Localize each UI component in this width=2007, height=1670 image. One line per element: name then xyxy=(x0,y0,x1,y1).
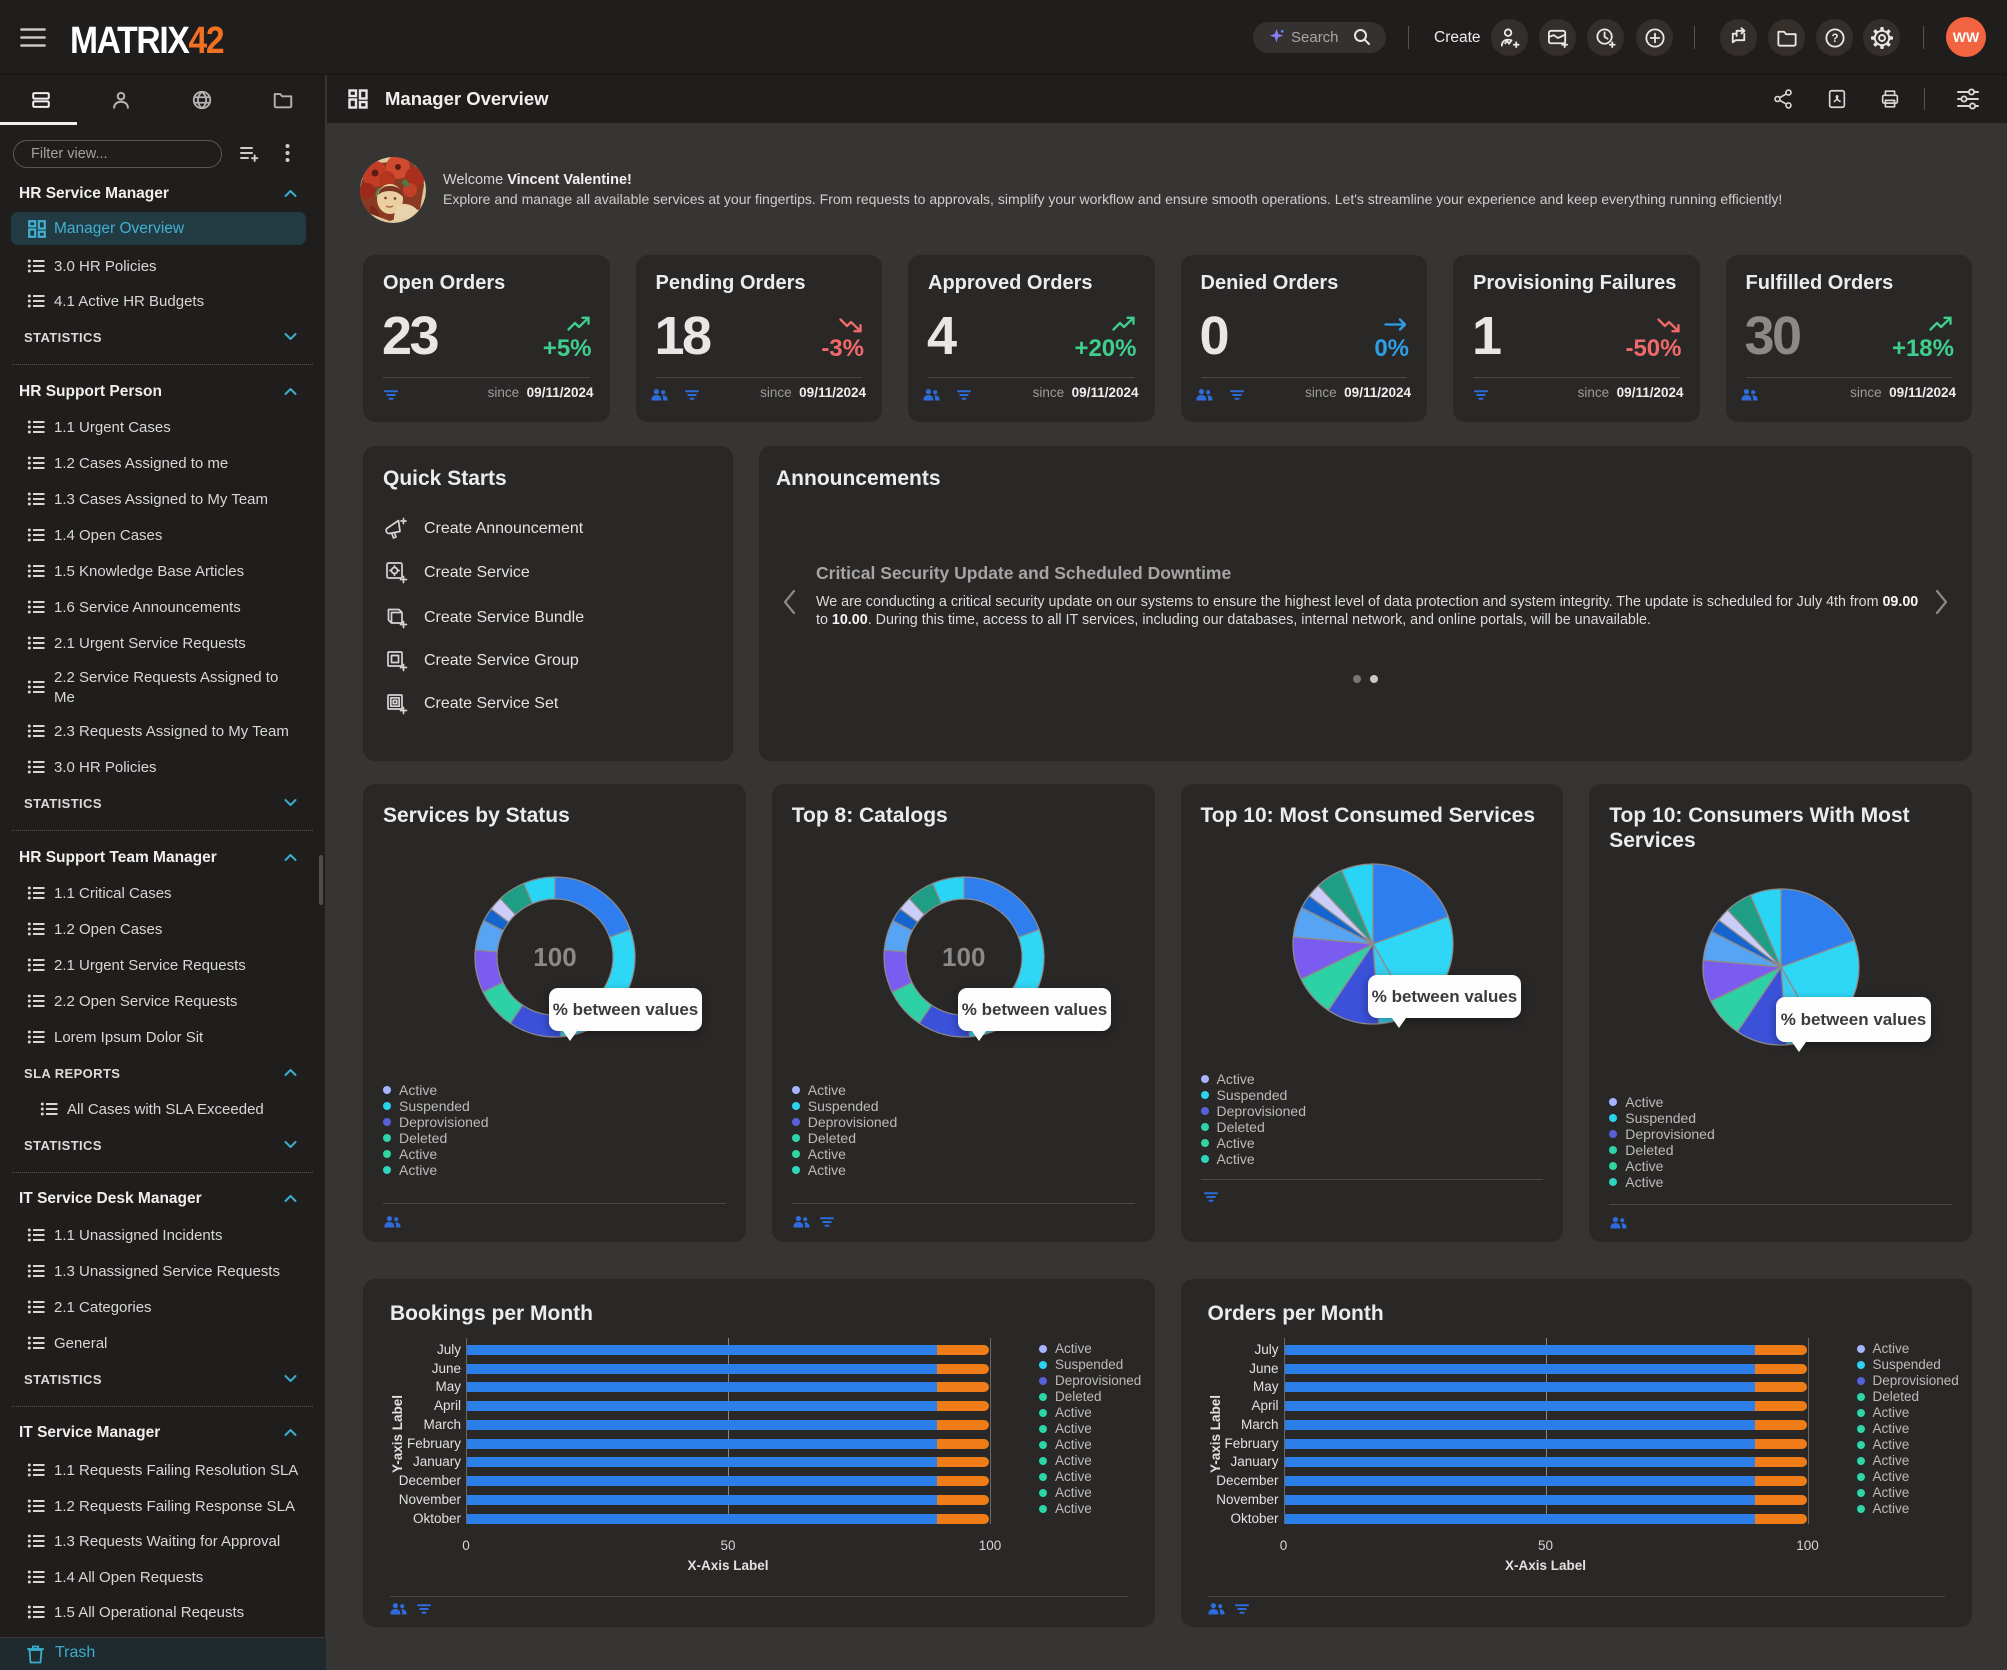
svg-text:?: ? xyxy=(1831,33,1838,45)
